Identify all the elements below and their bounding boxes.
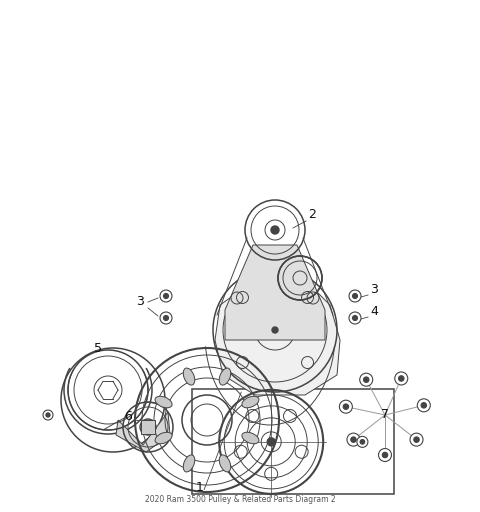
Circle shape — [46, 413, 50, 417]
Text: 6: 6 — [124, 410, 132, 423]
Text: 4: 4 — [370, 305, 378, 318]
Text: 5: 5 — [94, 342, 102, 355]
Text: 7: 7 — [381, 409, 389, 421]
Circle shape — [360, 439, 365, 444]
Text: 2: 2 — [308, 208, 316, 221]
Bar — [141, 420, 155, 434]
Ellipse shape — [155, 432, 172, 444]
Ellipse shape — [219, 455, 231, 472]
Text: 1: 1 — [195, 481, 203, 494]
Circle shape — [417, 399, 430, 412]
Circle shape — [140, 419, 156, 435]
Circle shape — [360, 373, 373, 386]
Circle shape — [363, 377, 369, 382]
Circle shape — [164, 293, 168, 298]
Ellipse shape — [242, 396, 259, 408]
Circle shape — [339, 400, 352, 413]
Ellipse shape — [183, 368, 195, 385]
Ellipse shape — [219, 368, 231, 385]
Circle shape — [43, 410, 53, 420]
Text: 3: 3 — [370, 283, 378, 296]
Circle shape — [357, 436, 368, 447]
Circle shape — [421, 402, 427, 408]
Circle shape — [382, 452, 388, 458]
Circle shape — [410, 433, 423, 446]
Ellipse shape — [183, 455, 195, 472]
Text: 3: 3 — [136, 295, 144, 308]
Circle shape — [164, 315, 168, 321]
Circle shape — [272, 327, 278, 333]
Circle shape — [267, 438, 275, 446]
Polygon shape — [215, 280, 340, 395]
Text: 2020 Ram 3500 Pulley & Related Parts Diagram 2: 2020 Ram 3500 Pulley & Related Parts Dia… — [144, 496, 336, 504]
Circle shape — [349, 312, 361, 324]
Circle shape — [343, 404, 348, 410]
Polygon shape — [225, 245, 325, 340]
Circle shape — [379, 449, 392, 461]
Circle shape — [352, 293, 358, 298]
Circle shape — [395, 372, 408, 385]
Circle shape — [352, 315, 358, 321]
Polygon shape — [116, 412, 170, 452]
Ellipse shape — [242, 432, 259, 444]
Circle shape — [160, 312, 172, 324]
Circle shape — [398, 376, 404, 381]
Circle shape — [349, 290, 361, 302]
Ellipse shape — [155, 396, 172, 408]
Circle shape — [347, 433, 360, 446]
Bar — [192, 389, 394, 494]
Circle shape — [160, 290, 172, 302]
Circle shape — [271, 226, 279, 234]
Circle shape — [351, 437, 356, 442]
Circle shape — [414, 437, 419, 442]
